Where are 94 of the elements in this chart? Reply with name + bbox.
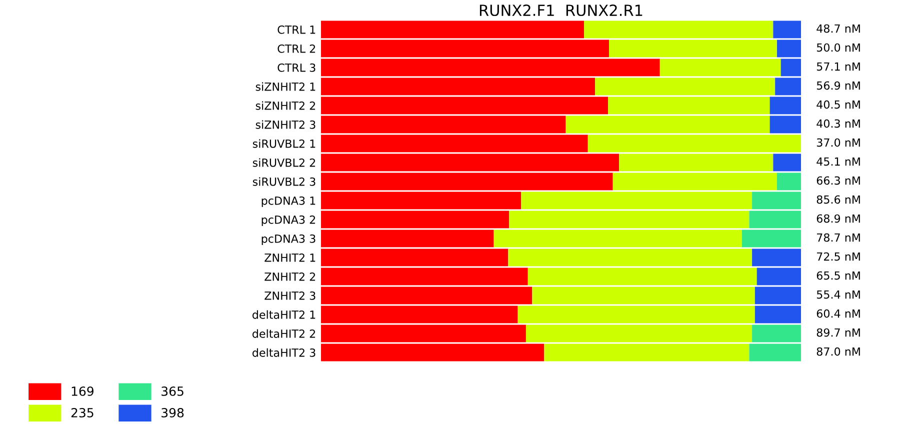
text: 40.3 nM	[816, 119, 860, 128]
y-tick-label: pcDNA3 2	[262, 215, 316, 226]
y-tick-label: ZNHIT2 1	[264, 253, 316, 262]
y-tick-label: siZNHIT2 3	[256, 120, 316, 129]
bar	[584, 20, 774, 38]
text: 50.0 nM	[816, 43, 860, 52]
bar	[528, 268, 757, 286]
chart-title: RUNX2.F1 RUNX2.R1	[480, 4, 642, 16]
bar	[321, 230, 494, 248]
legend-label: 169	[72, 386, 94, 396]
bar	[321, 248, 508, 266]
text: 37.0 nM	[816, 138, 860, 147]
text: 57.1 nM	[816, 62, 860, 71]
y-tick-label: deltaHIT2 2	[252, 329, 316, 338]
legend-label: 235	[71, 408, 94, 418]
bar	[321, 192, 522, 210]
bar	[321, 96, 608, 114]
text: 85.6 nM	[816, 195, 860, 204]
bar	[321, 324, 526, 342]
bar	[321, 210, 510, 228]
bar	[321, 40, 609, 58]
bar	[609, 40, 777, 58]
legend-label: 398	[162, 408, 184, 418]
bar	[321, 116, 566, 134]
y-tick-label: pcDNA3 1	[262, 196, 316, 208]
text: 72.5 nM	[817, 252, 860, 261]
y-tick-label: siRUVBL2 2	[252, 158, 316, 167]
bar	[749, 210, 801, 228]
y-tick-label: pcDNA3 3	[262, 234, 316, 246]
text: 65.5 nM	[816, 271, 860, 280]
text: 89.7 nM	[816, 328, 860, 337]
y-tick-label: CTRL 2	[278, 44, 316, 53]
y-tick-label: CTRL 3	[278, 63, 316, 72]
bar	[321, 268, 528, 286]
legend-label: 365	[162, 386, 184, 396]
bar	[780, 58, 801, 76]
bar	[321, 344, 544, 362]
bar	[770, 116, 801, 134]
bar	[595, 78, 776, 96]
y-tick-label: ZNHIT2 3	[264, 291, 316, 300]
bar	[742, 230, 801, 248]
bar	[749, 344, 801, 362]
bar	[518, 306, 755, 324]
bar	[608, 96, 770, 114]
bar	[321, 58, 660, 76]
text: 60.4 nM	[816, 309, 860, 318]
bar	[321, 154, 620, 172]
bar	[566, 116, 770, 134]
bar	[494, 230, 742, 248]
bar	[526, 324, 752, 342]
y-tick-label: siZNHIT2 2	[256, 101, 316, 110]
bar	[773, 20, 801, 38]
text: 55.4 nM	[816, 290, 860, 299]
bar	[321, 78, 596, 96]
bar	[588, 134, 801, 152]
text: 78.7 nM	[817, 233, 860, 242]
bar	[612, 172, 777, 190]
bar	[321, 306, 518, 324]
bar	[521, 192, 752, 210]
text: 48.7 nM	[816, 24, 860, 33]
bar	[321, 172, 613, 190]
text: 87.0 nM	[816, 347, 860, 356]
bar	[752, 192, 801, 210]
bar	[508, 248, 752, 266]
bar	[544, 344, 750, 362]
y-tick-label: siRUVBL2 3	[252, 177, 316, 186]
text: 45.1 nM	[816, 157, 860, 166]
text: 66.3 nM	[816, 176, 860, 185]
text: 40.5 nM	[816, 100, 860, 109]
bar	[532, 286, 755, 304]
bar	[754, 286, 801, 304]
text: 56.9 nM	[816, 81, 860, 90]
bar	[321, 20, 584, 38]
bar	[756, 268, 801, 286]
y-tick-label: deltaHIT2 1	[252, 310, 316, 319]
y-tick-label: ZNHIT2 2	[264, 272, 316, 281]
y-tick-label: siZNHIT2 1	[256, 82, 316, 91]
text: 68.9 nM	[816, 214, 860, 223]
bar	[752, 248, 801, 266]
bar	[619, 154, 774, 172]
bar	[777, 40, 801, 58]
bar	[773, 154, 801, 172]
bar	[754, 306, 801, 324]
bar	[660, 58, 781, 76]
bar	[777, 172, 801, 190]
bar	[321, 286, 532, 304]
y-tick-label: siRUVBL2 1	[252, 139, 316, 148]
bar	[752, 324, 801, 342]
bar	[770, 96, 801, 114]
bar	[321, 134, 588, 152]
y-tick-label: deltaHIT2 3	[252, 348, 316, 357]
y-tick-label: CTRL 1	[278, 25, 316, 34]
bar	[775, 78, 801, 96]
bar	[509, 210, 750, 228]
